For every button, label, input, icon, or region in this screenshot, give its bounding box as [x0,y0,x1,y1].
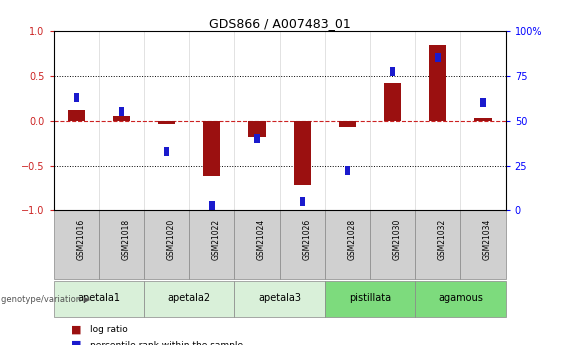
Bar [144,210,189,279]
Text: apetala3: apetala3 [258,294,301,304]
Text: GSM21024: GSM21024 [257,219,266,260]
Text: GSM21030: GSM21030 [393,219,402,260]
Bar [390,67,395,76]
Bar [234,282,325,317]
Bar [203,121,220,176]
Text: GSM21020: GSM21020 [167,219,176,260]
Bar [249,121,266,137]
Bar [475,118,492,121]
Bar [415,210,460,279]
Bar [119,107,124,116]
Bar [54,210,99,279]
Text: ■: ■ [71,325,81,334]
Bar [209,200,215,209]
Bar [299,197,305,206]
Bar [415,282,506,317]
Text: GSM21034: GSM21034 [483,219,492,260]
Text: apetala1: apetala1 [77,294,120,304]
Bar [325,282,415,317]
Bar [345,167,350,176]
Bar [234,210,280,279]
Bar [480,98,486,107]
Text: GSM21028: GSM21028 [347,219,357,260]
Text: percentile rank within the sample: percentile rank within the sample [90,341,244,345]
Bar [99,210,144,279]
Bar [325,210,370,279]
Bar [384,83,401,121]
Text: genotype/variation ▶: genotype/variation ▶ [1,295,90,304]
Text: log ratio: log ratio [90,325,128,334]
Bar [339,121,356,127]
Text: GSM21026: GSM21026 [302,219,311,260]
Title: GDS866 / A007483_01: GDS866 / A007483_01 [209,17,350,30]
Bar [460,210,506,279]
Text: GSM21032: GSM21032 [438,219,447,260]
Bar [73,93,79,102]
Bar [294,121,311,185]
Bar [113,116,130,121]
Text: apetala2: apetala2 [168,294,211,304]
Bar [68,110,85,121]
Bar [370,210,415,279]
Bar [54,282,144,317]
Bar [164,147,170,156]
Text: pistillata: pistillata [349,294,391,304]
Bar [429,45,446,121]
Bar [435,53,441,62]
Text: agamous: agamous [438,294,483,304]
Bar [189,210,234,279]
Text: GSM21016: GSM21016 [76,219,85,260]
Bar [158,121,175,124]
Text: ■: ■ [71,340,81,345]
Bar [280,210,325,279]
Text: GSM21018: GSM21018 [121,219,131,260]
Text: GSM21022: GSM21022 [212,219,221,260]
Bar [144,282,234,317]
Bar [254,134,260,143]
